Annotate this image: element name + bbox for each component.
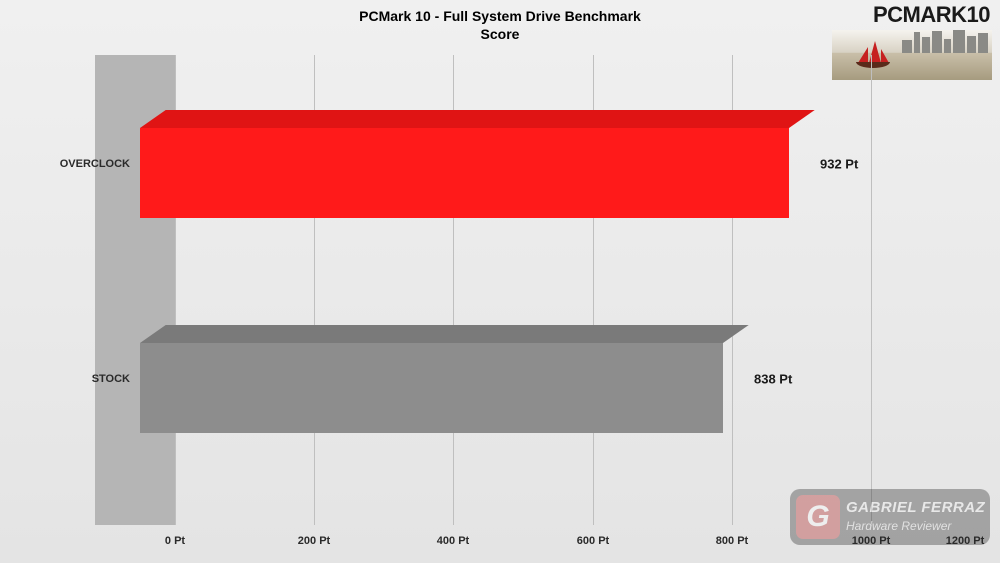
bar-stock-front <box>140 343 723 433</box>
pcmark10-logo-suffix: 10 <box>967 2 990 27</box>
category-label-stock: STOCK <box>92 373 130 385</box>
pcmark10-logo-main: PCMARK <box>873 2 967 27</box>
chart-title-line1: PCMark 10 - Full System Drive Benchmark <box>359 8 641 24</box>
pcmark10-logo-text: PCMARK10 <box>832 2 996 28</box>
category-label-overclock: OVERCLOCK <box>60 158 130 170</box>
bar-stock-value: 838 Pt <box>754 372 792 387</box>
chart-title-line2: Score <box>481 26 520 42</box>
bar-stock-top <box>140 325 749 343</box>
bar-overclock-front <box>140 128 789 218</box>
bar-overclock-value: 932 Pt <box>820 157 858 172</box>
bar-overclock-top <box>140 110 815 128</box>
chart-plot-area: 0 Pt 200 Pt 400 Pt 600 Pt 800 Pt 1000 Pt… <box>95 55 965 525</box>
